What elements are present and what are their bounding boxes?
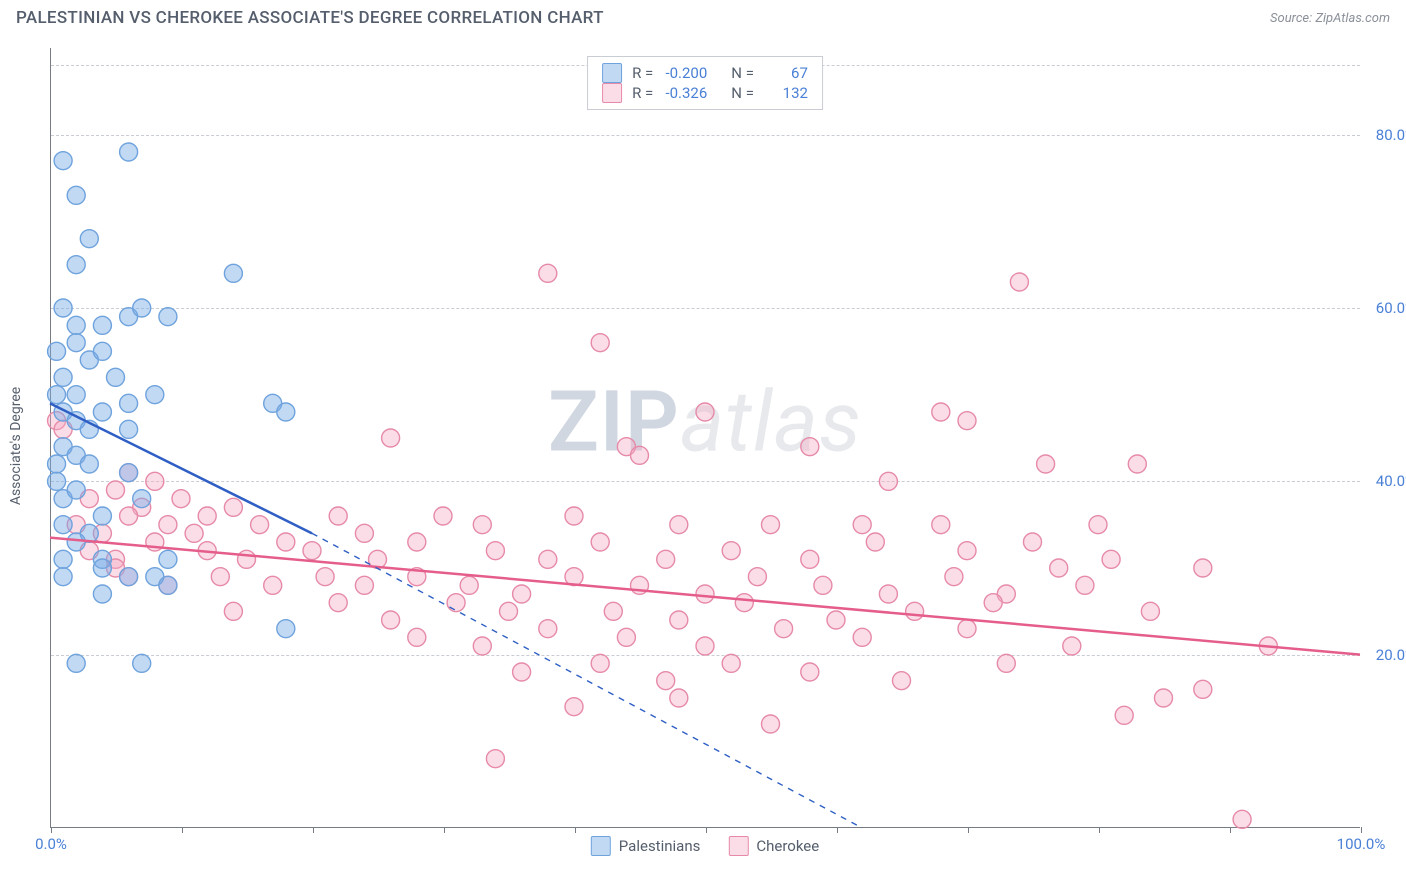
chart-title: PALESTINIAN VS CHEROKEE ASSOCIATE'S DEGR… xyxy=(16,8,604,28)
legend-swatch xyxy=(602,83,622,103)
trend-line xyxy=(50,403,312,533)
source-label: Source: ZipAtlas.com xyxy=(1270,11,1390,26)
y-axis-label: Associate's Degree xyxy=(8,387,24,505)
x-tick-label: 100.0% xyxy=(1337,835,1386,853)
legend-item: Palestinians xyxy=(591,836,701,856)
x-tick-mark xyxy=(1361,827,1362,833)
legend-swatch xyxy=(602,63,622,83)
plot-area: 20.0%40.0%60.0%80.0%0.0%100.0% ZIPatlas … xyxy=(50,48,1360,828)
correlation-legend: R = -0.200N = 67R = -0.326N = 132 xyxy=(587,56,823,110)
x-tick-label: 0.0% xyxy=(35,835,67,853)
trend-line-extrapolated xyxy=(312,533,862,828)
legend-row: R = -0.200N = 67 xyxy=(602,63,808,83)
trend-lines-layer xyxy=(50,48,1360,828)
trend-line xyxy=(50,538,1360,655)
legend-swatch xyxy=(728,836,748,856)
legend-item: Cherokee xyxy=(728,836,819,856)
legend-swatch xyxy=(591,836,611,856)
y-tick-label: 60.0% xyxy=(1376,299,1406,317)
series-legend: Palestinians Cherokee xyxy=(591,836,819,856)
y-tick-label: 20.0% xyxy=(1376,646,1406,664)
y-tick-label: 40.0% xyxy=(1376,472,1406,490)
legend-label: Palestinians xyxy=(619,837,701,855)
y-tick-label: 80.0% xyxy=(1376,126,1406,144)
legend-row: R = -0.326N = 132 xyxy=(602,83,808,103)
legend-label: Cherokee xyxy=(756,837,819,855)
